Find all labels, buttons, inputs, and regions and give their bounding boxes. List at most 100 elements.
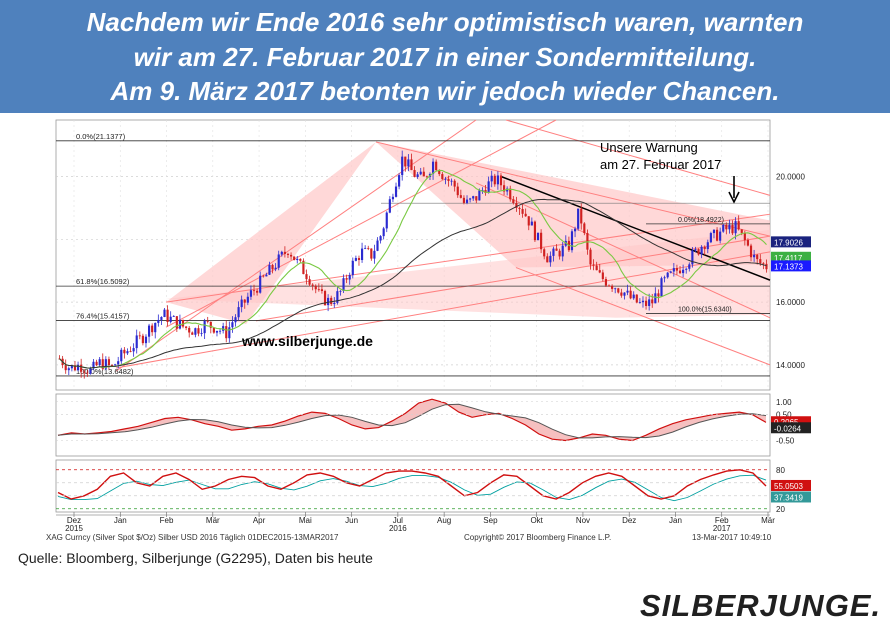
fib-level-label: 0.0%(18.4922) [678,217,724,224]
candle-body [499,175,503,186]
stochastic-tag-box [771,491,811,503]
stochastic-tag-box [771,479,811,491]
candle-body [438,170,441,175]
x-month-label: Okt [530,516,543,525]
price-tag-box [771,251,811,263]
price-tag-label: 17.9026 [774,238,803,247]
candle-body [487,181,490,194]
candle-body [743,232,746,241]
candle-body [289,254,293,257]
stochastic-k-line [57,469,767,500]
candle-body [117,361,120,365]
candle-body [607,285,611,287]
candle-body [336,291,339,303]
annotation-line-1: Unsere Warnung [600,140,698,155]
candle-body [286,253,290,255]
candle-body [685,268,688,270]
candle-body [357,258,361,261]
candle-body [373,250,376,259]
candle-body [475,196,478,201]
candle-body [197,328,200,334]
candle-body [549,255,552,263]
candle-body [234,317,237,323]
candle-body [86,372,89,374]
candle-body [583,223,586,234]
candle-body [67,368,70,371]
candle-body [160,316,163,320]
moving-averages [59,169,767,369]
candle-body [104,359,107,369]
candle-body [543,249,546,257]
candle-body [453,180,456,187]
candle-body [521,209,524,214]
candle-body [623,292,626,296]
candle-body [561,245,564,257]
macd-lines [57,398,767,442]
candle-body [515,203,518,208]
candle-body [410,159,413,171]
candle-body [64,365,67,371]
candle-body [101,359,104,369]
candle-body [277,254,280,268]
candle-body [450,180,453,182]
candle-body [311,284,314,286]
channel-fill-1 [166,141,376,325]
channel-line [475,182,771,319]
candle-body [592,264,595,266]
candle-body [635,294,638,303]
copyright-footer: Copyright© 2017 Bloomberg Finance L.P. [464,533,611,542]
candle-body [502,185,506,192]
candle-body [364,247,367,249]
candle-body [672,268,675,272]
candle-body [299,258,302,261]
candle-body [462,197,466,203]
candle-body [333,302,336,305]
headline-line-3: Am 9. März 2017 betonten wir jedoch wied… [110,76,780,106]
x-month-label: Apr [253,516,266,525]
stochastic-d-line [57,474,767,502]
candle-body [308,279,311,285]
candle-body [447,178,450,181]
macd-tag-box [771,416,811,428]
candle-body [265,274,268,277]
x-month-label: Mär [761,516,775,525]
candle-body [262,275,265,277]
candle-body [753,254,756,258]
candle-body [388,199,391,213]
fib-level-label: 100.0%(13.6482) [76,367,134,376]
candle-body [271,264,274,270]
candle-body [154,322,157,333]
candle-body [212,327,215,333]
candle-body [506,188,509,192]
candle-body [456,186,459,196]
channel-line [515,267,771,366]
candle-body [660,278,663,297]
fib-level-label: 61.8%(16.5092) [76,277,130,286]
candle-body [617,288,620,293]
candle-body [481,189,484,191]
candle-body [435,161,438,171]
candle-body [620,292,623,296]
candle-body [80,364,83,372]
price-tag-box [771,236,811,248]
candle-body [404,156,407,167]
candle-body [601,272,604,280]
candle-body [632,294,635,299]
candle-body [259,275,262,293]
stochastic-tick-label: 20 [776,505,785,514]
macd-panel-border [55,393,771,457]
candle-body [256,290,259,293]
candle-body [577,208,580,229]
candle-body [725,224,728,230]
candle-body [169,316,172,323]
candle-body [413,170,416,177]
channel-line [505,119,771,196]
candle-body [391,196,395,200]
candle-body [573,228,577,232]
x-month-label: Jul [393,516,403,525]
candle-body [496,175,499,185]
candle-body [749,245,753,258]
candle-body [323,291,327,306]
